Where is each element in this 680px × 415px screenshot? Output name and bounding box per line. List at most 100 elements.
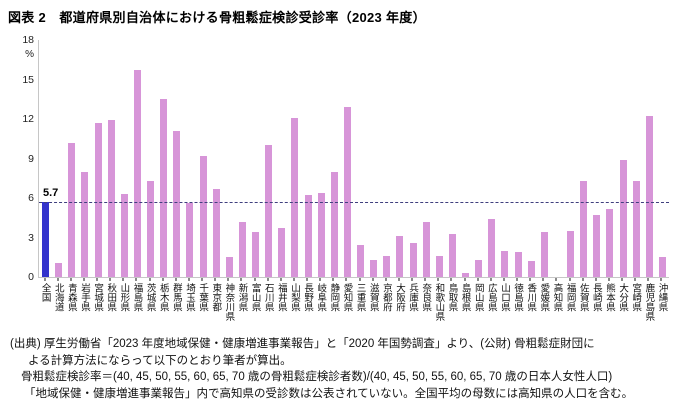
x-label-slot: 大分県 <box>616 283 629 321</box>
bar-slot <box>551 40 564 277</box>
bar-slot <box>590 40 603 277</box>
x-label-徳島県: 徳島県 <box>512 283 524 312</box>
x-axis-tick <box>187 278 190 281</box>
x-label-slot: 徳島県 <box>511 283 524 321</box>
x-label-slot: 東京都 <box>209 283 222 321</box>
x-tick-slot <box>419 278 432 281</box>
x-label-富山県: 富山県 <box>249 283 261 312</box>
bar-slot <box>603 40 616 277</box>
bar-slot <box>78 40 91 277</box>
x-label-愛媛県: 愛媛県 <box>538 283 550 312</box>
bar-slot <box>197 40 210 277</box>
x-tick-slot <box>602 278 615 281</box>
x-label-slot: 岩手県 <box>77 283 90 321</box>
x-label-slot: 山梨県 <box>287 283 300 321</box>
x-label-slot: 長崎県 <box>589 283 602 321</box>
x-label-東京都: 東京都 <box>210 283 222 312</box>
bar-slot <box>433 40 446 277</box>
x-tick-slot <box>432 278 445 281</box>
bar-slot <box>315 40 328 277</box>
bar-山口県 <box>501 250 509 277</box>
y-axis-tick-label: 0 <box>28 271 34 283</box>
bar-slot <box>131 40 144 277</box>
y-axis-tick-label: 6 <box>28 192 34 204</box>
bar-福島県 <box>133 70 141 277</box>
bar-福井県 <box>278 228 286 277</box>
x-label-slot: 福岡県 <box>563 283 576 321</box>
x-axis-tick <box>594 278 597 281</box>
bar-島根県 <box>462 273 470 277</box>
x-tick-slot <box>301 278 314 281</box>
bar-slot <box>105 40 118 277</box>
x-tick-slot <box>235 278 248 281</box>
bar-大分県 <box>619 159 627 277</box>
bar-slot <box>288 40 301 277</box>
bar-鳥取県 <box>448 233 456 277</box>
x-tick-slot <box>550 278 563 281</box>
source-note-line: (出典) 厚生労働省「2023 年度地域保健・健康増進事業報告」と「2020 年… <box>10 338 595 350</box>
x-label-栃木県: 栃木県 <box>157 283 169 312</box>
bar-slot <box>538 40 551 277</box>
bar-北海道 <box>55 262 63 277</box>
x-tick-slot <box>274 278 287 281</box>
bar-slot <box>249 40 262 277</box>
x-label-slot: 広島県 <box>484 283 497 321</box>
bar-宮城県 <box>94 122 102 277</box>
x-tick-slot <box>156 278 169 281</box>
bar-山梨県 <box>291 117 299 277</box>
x-tick-slot <box>104 278 117 281</box>
x-axis-tick <box>607 278 610 281</box>
bar-長野県 <box>304 195 312 277</box>
x-tick-slot <box>340 278 353 281</box>
x-tick-slot <box>642 278 655 281</box>
x-label-slot: 和歌山県 <box>432 283 445 321</box>
x-tick-slot <box>366 278 379 281</box>
x-label-茨城県: 茨城県 <box>144 283 156 312</box>
x-label-slot: 福島県 <box>130 283 143 321</box>
x-axis-tick <box>529 278 532 281</box>
x-label-岐阜県: 岐阜県 <box>315 283 327 312</box>
y-axis-tick-label: 18 <box>22 34 34 46</box>
x-label-slot: 群馬県 <box>169 283 182 321</box>
source-note-line: 「地域保健・健康増進事業報告」内で高知県の受診数は公表されていない。全国平均の母… <box>24 387 634 400</box>
x-tick-slot <box>589 278 602 281</box>
bar-slot <box>643 40 656 277</box>
bar-栃木県 <box>160 99 168 277</box>
bar-slot <box>564 40 577 277</box>
x-tick-slot <box>64 278 77 281</box>
bar-slot <box>472 40 485 277</box>
x-tick-slot <box>484 278 497 281</box>
x-axis-ticks <box>38 278 668 281</box>
x-tick-slot <box>143 278 156 281</box>
x-label-slot: 愛媛県 <box>537 283 550 321</box>
x-label-山形県: 山形県 <box>118 283 130 312</box>
bar-新潟県 <box>238 221 246 277</box>
bar-岡山県 <box>475 259 483 277</box>
x-label-高知県: 高知県 <box>551 283 563 312</box>
x-label-slot: 佐賀県 <box>576 283 589 321</box>
x-axis-tick <box>201 278 204 281</box>
bar-slot <box>39 40 52 277</box>
bar-茨城県 <box>147 180 155 277</box>
x-axis-tick <box>174 278 177 281</box>
x-label-神奈川県: 神奈川県 <box>223 283 235 321</box>
bar-slot <box>354 40 367 277</box>
national-average-line <box>39 201 669 203</box>
x-label-青森県: 青森県 <box>65 283 77 312</box>
x-tick-slot <box>182 278 195 281</box>
national-average-value-label: 5.7 <box>43 186 59 199</box>
x-label-群馬県: 群馬県 <box>170 283 182 312</box>
x-label-山口県: 山口県 <box>498 283 510 312</box>
bar-slot <box>341 40 354 277</box>
y-axis-tick-label: 9 <box>28 152 34 165</box>
x-axis-tick <box>109 278 112 281</box>
bar-slot <box>118 40 131 277</box>
bar-slot <box>328 40 341 277</box>
x-axis-tick <box>227 278 230 281</box>
x-axis-tick <box>647 278 650 281</box>
x-label-slot: 京都府 <box>379 283 392 321</box>
y-axis-tick-label: 15 <box>22 73 34 86</box>
x-label-slot: 岐阜県 <box>314 283 327 321</box>
x-tick-slot <box>261 278 274 281</box>
x-axis-tick <box>476 278 479 281</box>
